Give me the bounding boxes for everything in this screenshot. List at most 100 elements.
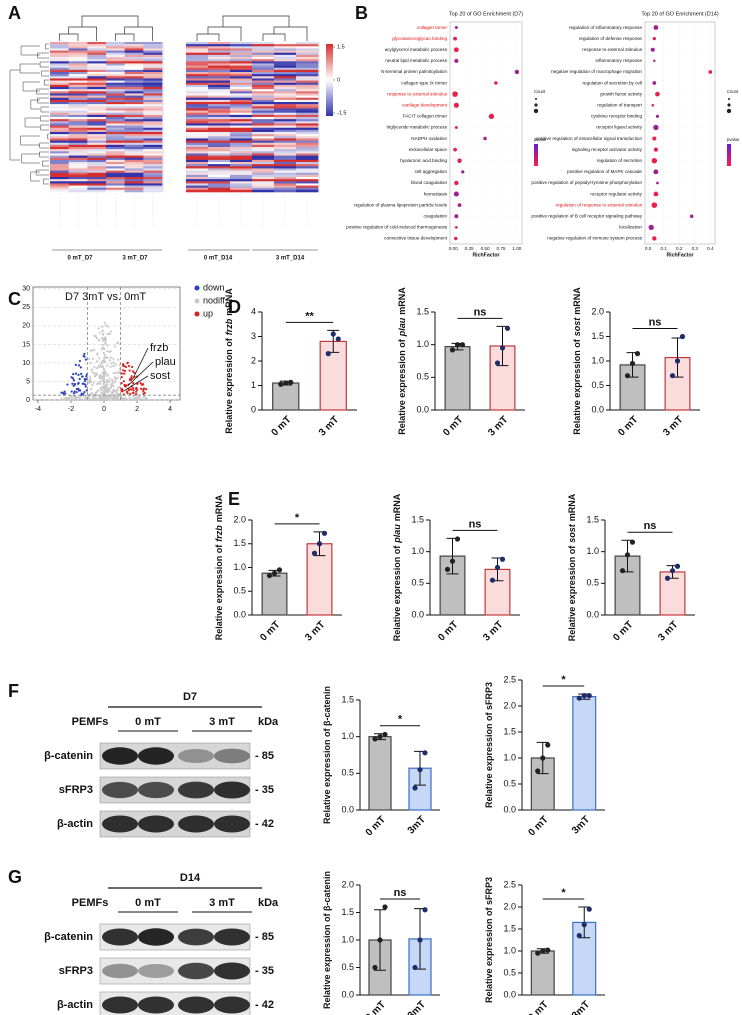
heatmap-cell [68, 114, 88, 118]
data-point [669, 568, 676, 574]
data-point [586, 693, 592, 699]
heatmap-cell [50, 104, 69, 107]
heatmap-cell [143, 147, 163, 150]
point [105, 385, 108, 388]
heatmap-cell [143, 65, 163, 69]
heatmap-cell [208, 57, 231, 60]
heatmap-cell [124, 46, 144, 49]
heatmap-cell [87, 65, 107, 69]
data-point [504, 325, 511, 331]
go-term: inflammatory response [596, 58, 643, 63]
heatmap-cell [50, 177, 69, 180]
go-dot [453, 36, 458, 41]
heatmap-cell [252, 102, 275, 105]
point [111, 390, 115, 393]
heatmap-cell [68, 52, 88, 56]
heatmap-cell [143, 153, 163, 156]
heatmap-cell [124, 125, 144, 129]
heatmap-cell [208, 179, 231, 182]
unit-label: kDa [258, 716, 279, 728]
heatmap-cell [143, 91, 163, 94]
go-term: positive regulation of cold-induced ther… [346, 225, 448, 230]
heatmap-cell [230, 76, 253, 79]
unit-label: kDa [258, 897, 279, 909]
heatmap-cell [274, 91, 297, 94]
heatmap-cell [87, 87, 107, 90]
heatmap-cell [68, 63, 88, 66]
heatmap-cell [252, 132, 275, 135]
heatmap-cell [143, 87, 163, 90]
point [101, 379, 104, 382]
go-term: connective tissue development [384, 236, 448, 241]
heatmap-cell [50, 102, 69, 105]
x-tick-label: 3 mT [481, 619, 505, 643]
point [116, 388, 119, 391]
heatmap-cell [252, 183, 275, 186]
dendrogram [58, 15, 154, 41]
heatmap-cell [106, 50, 125, 54]
x-tick-label: 0 mT [364, 814, 388, 838]
point [74, 363, 77, 367]
heatmap-cell [274, 48, 297, 51]
heatmap-cell [106, 67, 125, 71]
heatmap-cell [230, 112, 253, 116]
point [98, 376, 101, 380]
point [94, 395, 97, 398]
heatmap-cell [124, 136, 144, 139]
heatmap-cell [143, 46, 163, 49]
heatmap-cell [274, 99, 297, 103]
y-tick-label: 0.0 [416, 404, 429, 414]
heatmap-cell [106, 78, 125, 81]
dendrogram-branch [39, 142, 49, 149]
group-label-title: PEMFs [72, 897, 109, 909]
heatmap-cell [143, 132, 163, 135]
point [65, 396, 68, 399]
heatmap [186, 42, 319, 193]
heatmap-cell [106, 181, 125, 184]
point [102, 351, 105, 355]
heatmap-cell [252, 57, 275, 60]
heatmap-cell [124, 112, 144, 116]
point [142, 387, 146, 390]
point [74, 398, 77, 401]
data-point [335, 336, 341, 342]
heatmap-cell [208, 138, 231, 141]
heatmap-cell [50, 114, 69, 118]
heatmap-cell [252, 117, 275, 120]
point [93, 334, 96, 337]
point [70, 390, 73, 393]
heatmap-cell [143, 84, 163, 88]
heatmap-cell [68, 44, 88, 47]
heatmap-cell [124, 54, 144, 58]
bar [444, 346, 471, 411]
y-axis-label: Relative expression ofsost mRNA [572, 287, 582, 435]
heatmap-cell [274, 112, 297, 116]
panel-letter: E [228, 489, 240, 509]
heatmap-cell [50, 48, 69, 51]
data-point [412, 785, 418, 791]
data-point [581, 922, 587, 928]
heatmap-cell [50, 151, 69, 154]
point [99, 380, 102, 383]
heatmap-cell [230, 102, 253, 105]
point [108, 377, 111, 381]
go-term: regulation of secretion [597, 158, 643, 163]
heatmap-cell [252, 155, 275, 159]
heatmap-cell [252, 179, 275, 182]
heatmap-cell [87, 44, 107, 47]
heatmap-cell [252, 166, 275, 169]
heatmap-cell [230, 185, 253, 189]
data-point [664, 575, 671, 581]
heatmap-cell [186, 151, 209, 154]
point [93, 348, 96, 351]
heatmap-cell [50, 168, 69, 171]
heatmap-cell [106, 104, 125, 107]
go-term: coagulation [424, 213, 448, 218]
point [100, 348, 103, 351]
y-axis-label-text: Relative expression of [567, 545, 577, 642]
heatmap-cell [106, 151, 125, 154]
point [122, 369, 125, 372]
heatmap-cell [230, 136, 253, 139]
heatmap-cell [106, 48, 125, 51]
